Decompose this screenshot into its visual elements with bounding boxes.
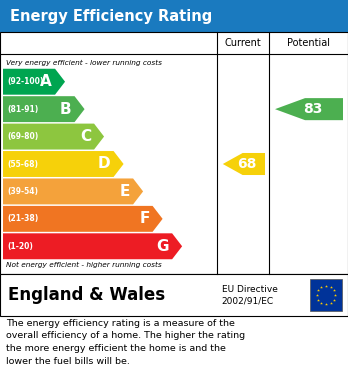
Text: 2002/91/EC: 2002/91/EC xyxy=(222,296,274,305)
Text: Not energy efficient - higher running costs: Not energy efficient - higher running co… xyxy=(6,262,162,268)
Text: Energy Efficiency Rating: Energy Efficiency Rating xyxy=(10,9,213,23)
Bar xyxy=(0,32,348,274)
Text: C: C xyxy=(80,129,91,144)
Text: Potential: Potential xyxy=(287,38,330,48)
Text: (1-20): (1-20) xyxy=(7,242,33,251)
Polygon shape xyxy=(3,206,163,232)
Bar xyxy=(310,279,342,311)
Bar xyxy=(0,0,348,32)
Text: England & Wales: England & Wales xyxy=(8,286,165,304)
Text: Current: Current xyxy=(224,38,261,48)
Text: G: G xyxy=(157,239,169,254)
Text: (69-80): (69-80) xyxy=(7,132,38,141)
Text: E: E xyxy=(120,184,130,199)
Text: (81-91): (81-91) xyxy=(7,105,38,114)
Bar xyxy=(0,274,348,316)
Polygon shape xyxy=(3,69,65,95)
Text: Very energy efficient - lower running costs: Very energy efficient - lower running co… xyxy=(6,60,162,66)
Polygon shape xyxy=(3,178,143,204)
Text: (39-54): (39-54) xyxy=(7,187,38,196)
Text: F: F xyxy=(139,212,150,226)
Text: 68: 68 xyxy=(237,157,256,171)
Text: (21-38): (21-38) xyxy=(7,214,38,223)
Polygon shape xyxy=(3,96,85,122)
Polygon shape xyxy=(275,98,343,120)
Text: B: B xyxy=(60,102,72,117)
Text: 83: 83 xyxy=(303,102,322,116)
Text: A: A xyxy=(40,74,52,89)
Text: (55-68): (55-68) xyxy=(7,160,38,169)
Polygon shape xyxy=(3,151,124,177)
Polygon shape xyxy=(3,124,104,149)
Text: The energy efficiency rating is a measure of the
overall efficiency of a home. T: The energy efficiency rating is a measur… xyxy=(6,319,245,366)
Text: EU Directive: EU Directive xyxy=(222,285,278,294)
Text: D: D xyxy=(98,156,111,172)
Polygon shape xyxy=(3,233,182,259)
Polygon shape xyxy=(223,153,265,175)
Text: (92-100): (92-100) xyxy=(7,77,44,86)
